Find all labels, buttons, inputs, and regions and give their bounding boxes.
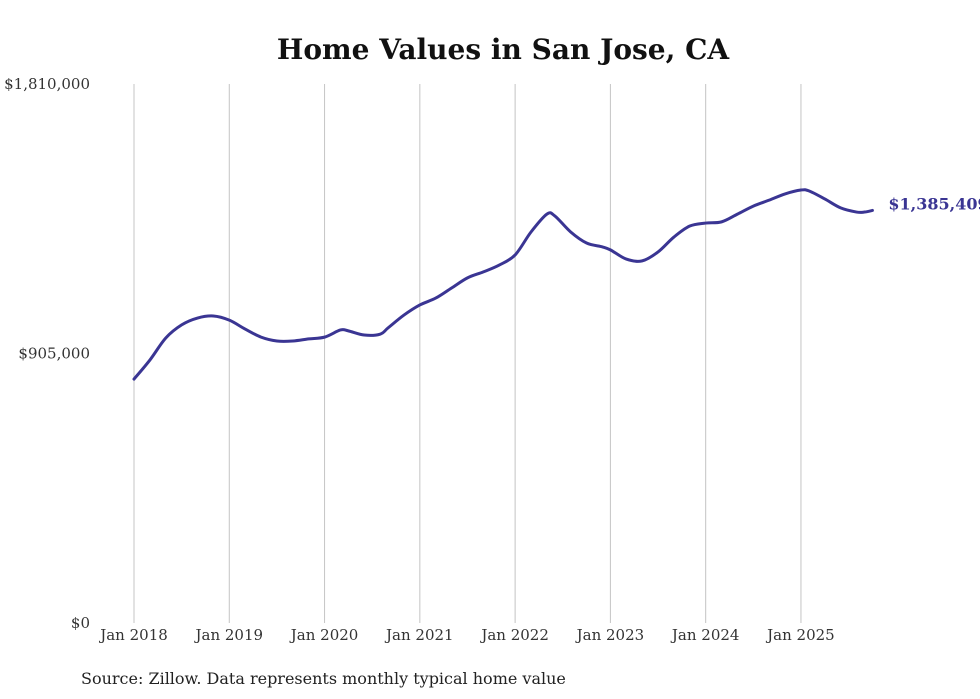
x-tick-label: Jan 2021: [384, 626, 454, 644]
y-tick-label: $1,810,000: [4, 75, 90, 93]
y-tick-label: $0: [71, 614, 90, 632]
y-tick-label: $905,000: [18, 345, 90, 363]
source-note: Source: Zillow. Data represents monthly …: [81, 669, 566, 688]
x-tick-label: Jan 2020: [289, 626, 359, 644]
series-line: [132, 188, 874, 381]
x-tick-label: Jan 2019: [193, 626, 263, 644]
end-value-label: $1,385,409: [888, 194, 980, 213]
x-tick-label: Jan 2025: [765, 626, 835, 644]
x-tick-label: Jan 2024: [670, 626, 740, 644]
chart-title: Home Values in San Jose, CA: [277, 33, 730, 66]
y-axis: $0 $905,000 $1,810,000: [4, 75, 90, 632]
gridlines: [133, 84, 802, 623]
x-tick-label: Jan 2018: [98, 626, 168, 644]
x-tick-label: Jan 2023: [575, 626, 645, 644]
x-tick-label: Jan 2022: [479, 626, 549, 644]
x-axis: Jan 2018 Jan 2019 Jan 2020 Jan 2021 Jan 2022…: [98, 626, 835, 644]
